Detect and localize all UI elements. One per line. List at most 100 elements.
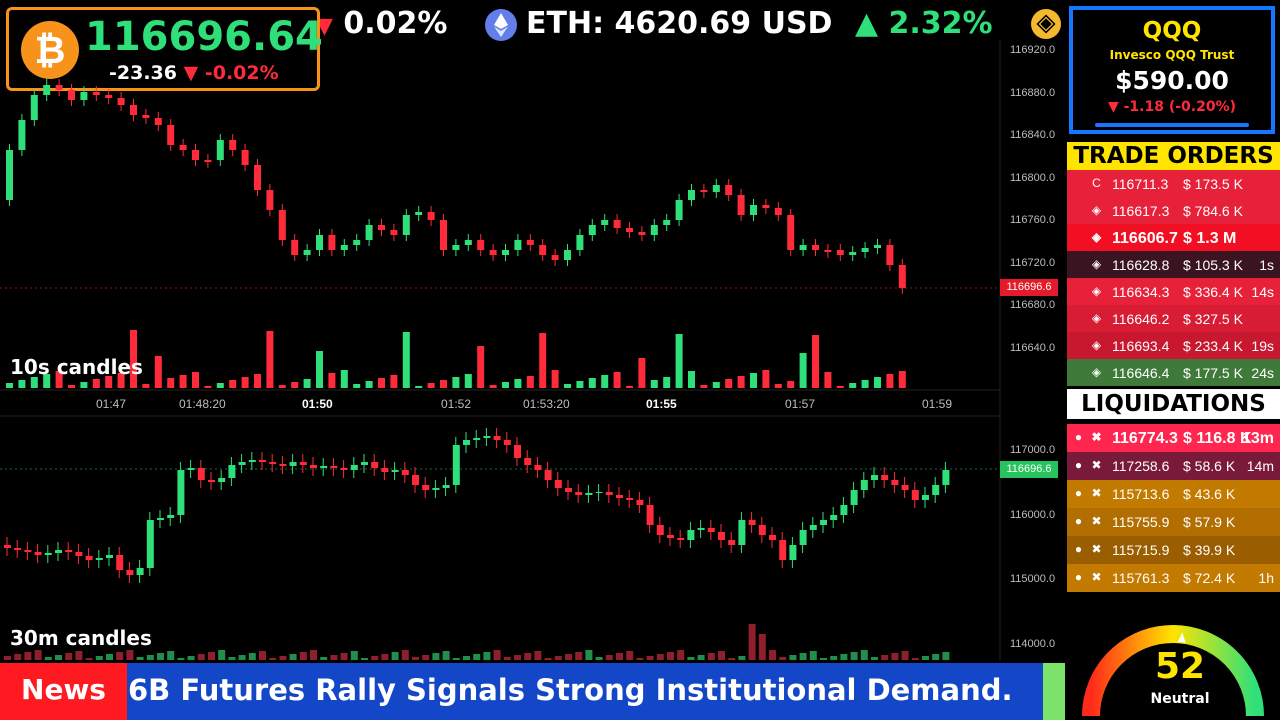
trade-amount: $ 105.3 K xyxy=(1183,257,1243,273)
candle xyxy=(238,462,246,465)
candlestick-charts[interactable] xyxy=(0,0,1065,663)
candle xyxy=(266,190,274,210)
volume-bar xyxy=(526,376,534,388)
volume-bar xyxy=(750,373,757,388)
volume-bar xyxy=(650,380,658,388)
animal-icon: ● xyxy=(1074,570,1083,584)
candle xyxy=(92,92,100,95)
candle xyxy=(824,250,832,252)
animal-icon: ● xyxy=(1074,542,1083,556)
volume-bar xyxy=(320,657,328,660)
volume-bar xyxy=(105,376,113,388)
trade-amount: $ 177.5 K xyxy=(1183,365,1243,381)
volume-bar xyxy=(616,653,623,660)
candle xyxy=(463,440,470,445)
bear-icon: ✖ xyxy=(1091,514,1102,528)
bottom-chart-caption: 30m candles xyxy=(10,626,152,650)
candle xyxy=(316,235,323,250)
ticker-eth-label: ETH: 4620.69 USD xyxy=(526,6,833,41)
trade-row: ◈ 116617.3 $ 784.6 K xyxy=(1067,197,1280,224)
trade-price: 116617.3 xyxy=(1112,203,1170,219)
candle xyxy=(80,92,88,100)
candle xyxy=(544,470,552,480)
volume-bar xyxy=(534,651,542,660)
volume-bar xyxy=(871,657,878,660)
liq-row: ✖ ● 116774.3 $ 116.8 K 13m xyxy=(1067,424,1280,452)
volume-bar xyxy=(228,657,236,660)
volume-bar xyxy=(539,333,547,388)
candle xyxy=(616,495,623,498)
trade-time: 19s xyxy=(1251,338,1274,354)
candle xyxy=(278,210,286,240)
candle xyxy=(157,518,164,520)
volume-bar xyxy=(157,653,164,660)
volume-bar xyxy=(208,652,215,660)
liq-price: 115761.3 xyxy=(1112,570,1170,586)
candle xyxy=(667,535,674,538)
candle xyxy=(177,470,185,515)
liq-amount: $ 72.4 K xyxy=(1183,570,1236,586)
candle xyxy=(126,570,134,575)
volume-bar xyxy=(860,650,868,660)
trade-row: ◈ 116606.7 $ 1.3 M xyxy=(1067,224,1280,251)
volume-bar xyxy=(204,386,212,388)
volume-bar xyxy=(737,376,745,388)
trade-price: 116693.4 xyxy=(1112,338,1170,354)
volume-bar xyxy=(626,386,633,388)
candle xyxy=(799,530,807,545)
candle xyxy=(799,245,807,250)
bottom-volume xyxy=(4,624,950,660)
animal-icon: ● xyxy=(1074,458,1083,472)
candle xyxy=(289,462,297,466)
volume-bar xyxy=(402,332,410,388)
volume-bar xyxy=(932,654,940,660)
exchange-icon: ◈ xyxy=(1091,230,1102,244)
volume-bar xyxy=(514,655,521,660)
candle xyxy=(254,165,261,190)
candle xyxy=(422,485,430,490)
bottom-y-tick: 117000.0 xyxy=(1010,444,1056,456)
volume-bar xyxy=(6,383,13,388)
candle xyxy=(241,150,249,165)
trade-time: 14s xyxy=(1251,284,1274,300)
candle xyxy=(303,250,311,255)
volume-bar xyxy=(638,358,646,388)
candle xyxy=(340,468,348,470)
candle xyxy=(228,465,236,478)
liq-price: 115715.9 xyxy=(1112,542,1170,558)
candle xyxy=(514,240,522,250)
candle xyxy=(725,185,733,195)
volume-bar xyxy=(886,374,894,388)
top-y-tick: 116800.0 xyxy=(1010,172,1056,184)
candle xyxy=(279,464,287,466)
candle xyxy=(675,200,683,220)
candle xyxy=(809,525,817,530)
volume-bar xyxy=(762,370,770,388)
candle xyxy=(564,250,571,260)
candle xyxy=(526,240,534,245)
candle xyxy=(871,475,878,480)
news-headline: 6B Futures Rally Signals Strong Institut… xyxy=(128,673,1013,707)
top-y-tick: 116760.0 xyxy=(1010,214,1056,226)
volume-bar xyxy=(142,384,150,388)
candle xyxy=(922,495,929,500)
candle xyxy=(812,245,819,250)
candle xyxy=(291,240,299,255)
top-y-tick: 116680.0 xyxy=(1010,299,1056,311)
volume-bar xyxy=(836,386,844,388)
volume-bar xyxy=(330,655,338,660)
liq-row: ✖ ● 115713.6 $ 43.6 K xyxy=(1067,480,1280,508)
candle xyxy=(502,250,509,255)
candle xyxy=(898,265,906,288)
candle xyxy=(650,225,658,235)
binance-icon xyxy=(1031,9,1061,39)
candle xyxy=(187,468,195,470)
volume-bar xyxy=(266,331,274,388)
candle xyxy=(881,475,889,480)
candle xyxy=(136,568,144,575)
volume-bar xyxy=(656,654,664,660)
candle xyxy=(330,466,338,468)
volume-bar xyxy=(350,651,358,660)
candle xyxy=(310,465,317,468)
volume-bar xyxy=(850,652,858,660)
